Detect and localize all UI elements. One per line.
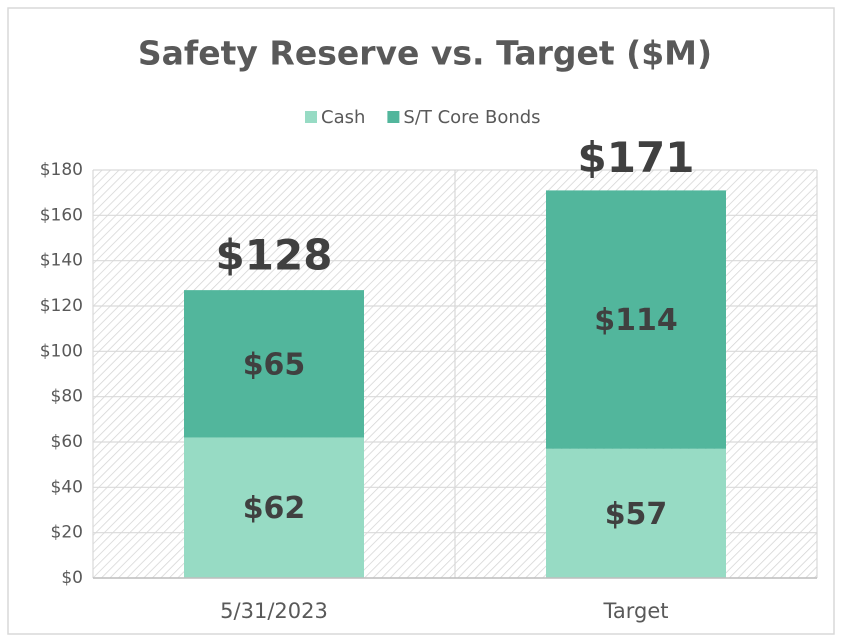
y-tick-label: $160 bbox=[40, 205, 83, 225]
y-tick-label: $80 bbox=[51, 387, 83, 407]
segment-label: $62 bbox=[243, 491, 306, 526]
y-tick-label: $60 bbox=[51, 432, 83, 452]
segment-label: $57 bbox=[605, 497, 668, 532]
segment-label: $65 bbox=[243, 347, 306, 382]
bar-segment bbox=[184, 437, 364, 578]
legend-swatch bbox=[305, 111, 317, 123]
chart-title: Safety Reserve vs. Target ($M) bbox=[138, 34, 712, 73]
total-label: $171 bbox=[578, 133, 695, 182]
legend: Cash S/T Core Bonds bbox=[305, 107, 541, 128]
y-tick-label: $0 bbox=[61, 568, 83, 588]
y-tick-label: $40 bbox=[51, 477, 83, 497]
legend-label: Cash bbox=[321, 107, 365, 128]
x-tick-label: 5/31/2023 bbox=[220, 599, 328, 623]
y-tick-label: $120 bbox=[40, 296, 83, 316]
bar-segment bbox=[546, 190, 726, 449]
y-tick-label: $180 bbox=[40, 160, 83, 180]
y-tick-label: $100 bbox=[40, 341, 83, 361]
y-tick-label: $140 bbox=[40, 251, 83, 271]
bar-segment bbox=[546, 448, 726, 578]
segment-label: $114 bbox=[594, 303, 678, 338]
total-label: $128 bbox=[216, 230, 333, 279]
bar-segment bbox=[184, 290, 364, 438]
legend-label: S/T Core Bonds bbox=[403, 107, 540, 128]
x-tick-label: Target bbox=[603, 599, 669, 623]
legend-swatch bbox=[387, 111, 400, 123]
y-tick-label: $20 bbox=[51, 523, 83, 543]
